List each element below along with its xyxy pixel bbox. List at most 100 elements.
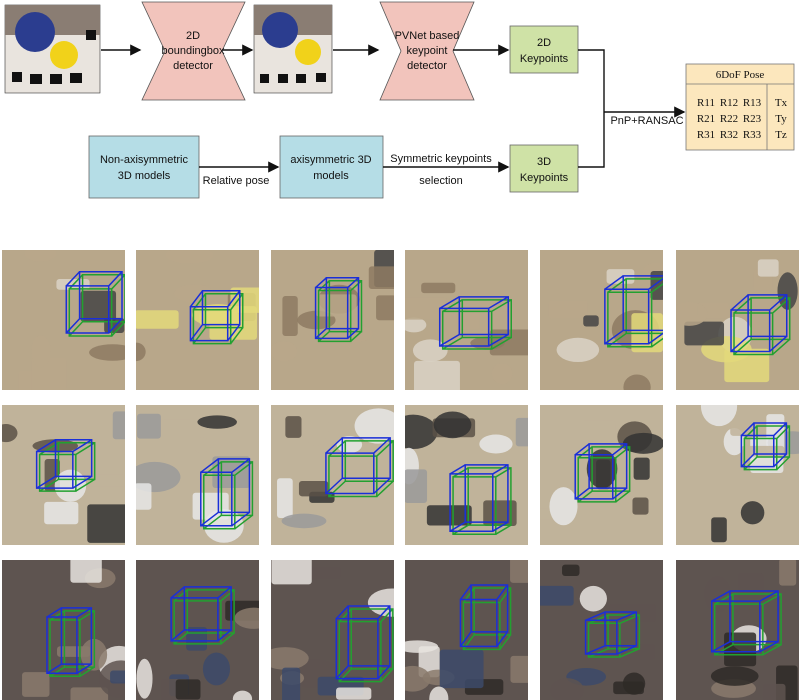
result-photo [676,560,799,700]
keypoints-2d-box [509,25,579,74]
result-photo [136,560,259,700]
photo-scene [540,560,663,700]
result-photo [676,250,799,390]
bounding-box-3d [710,590,779,653]
rotation-r32: R32 [720,129,738,141]
bounding-box-3d [733,297,791,356]
result-photo [136,250,259,390]
translation-tz: Tz [775,129,787,141]
rotation-r11: R11 [697,97,715,109]
bounding-box-3d [65,270,123,334]
photo-scene [136,250,259,390]
non-axisymmetric-label-1: Non-axisymmetric [100,154,189,166]
photo-scene [405,250,528,390]
rotation-r31: R31 [697,129,715,141]
photo-scene [136,560,259,700]
result-photo [271,560,394,700]
bounding-box-3d [314,277,360,340]
photo-scene [271,405,394,545]
bounding-box-3d [49,610,96,677]
bounding-box-3d [38,442,96,492]
result-photo [540,405,663,545]
bounding-box-3d [441,299,512,350]
bounding-box-3d [587,614,641,658]
bbox-detector-label-1: 2D [186,30,200,42]
axisymmetric-label-2: models [313,170,349,182]
translation-ty: Ty [775,113,787,125]
keypoint-detector-label-3: detector [407,60,447,72]
bounding-box-3d [68,273,125,337]
pose-title: 6DoF Pose [716,69,765,81]
result-photo [2,405,125,545]
bbox-detector-label-2: boundingbox [161,45,225,57]
result-photo [405,560,528,700]
relative-pose-label: Relative pose [203,175,270,187]
bounding-box-3d [743,425,791,471]
result-photo [405,405,528,545]
photo-scene [136,405,259,545]
bounding-box-3d [452,467,512,535]
bounding-box-3d [438,296,509,347]
bounding-box-3d [192,293,244,345]
keypoints-2d-label-1: 2D [537,37,551,49]
axisymmetric-models-box [279,135,384,199]
bounding-box-3d [574,443,628,500]
bounding-box-3d [335,605,391,680]
photo-scene [2,405,125,545]
photo-scene [405,560,528,700]
bounding-box-3d [459,584,509,648]
input-image [4,4,101,94]
result-photo [271,405,394,545]
keypoint-detector-label-2: keypoint [407,45,448,57]
bounding-box-3d [170,586,232,642]
photo-scene [540,250,663,390]
result-photo [2,560,125,700]
rotation-r12: R12 [720,97,738,109]
non-axisymmetric-models-box [88,135,200,199]
keypoints-3d-box [509,144,579,193]
bounding-box-3d [338,608,394,683]
photo-scene [676,405,799,545]
bounding-box-3d [35,439,93,489]
rotation-r13: R13 [743,97,762,109]
result-photo [676,405,799,545]
photo-scene [271,560,394,700]
photo-scene [2,560,125,700]
keypoint-detector-label-1: PVNet based [395,30,460,42]
keypoint-detector-shape [379,1,475,101]
result-photo [540,560,663,700]
connector-2d-to-pnp [578,49,605,115]
result-photo [540,250,663,390]
bounding-box-3d [713,593,782,656]
pnp-ransac-label: PnP+RANSAC [610,115,683,127]
bounding-box-3d [328,440,394,498]
bbox-detector-label-3: detector [173,60,213,72]
symmetric-selection-label-2: selection [419,175,462,187]
photo-scene [540,405,663,545]
keypoints-3d-label-1: 3D [537,156,551,168]
bounding-box-3d [607,278,663,348]
bounding-box-3d [462,587,512,651]
bounding-box-3d [189,290,241,342]
result-photo [271,250,394,390]
photo-scene [2,250,125,390]
bounding-box-3d [46,607,93,674]
photo-scene [676,560,799,700]
rotation-r21: R21 [697,113,715,125]
photo-scene [271,250,394,390]
axisymmetric-label-1: axisymmetric 3D [290,154,371,166]
bounding-box-3d [730,294,788,353]
bounding-box-3d [577,446,631,503]
bounding-box-3d [740,422,788,468]
bounding-box-3d [200,458,251,527]
cropped-image [253,4,333,94]
pipeline-diagram: 2D boundingbox detector PVNet based keyp… [4,1,795,199]
bounding-box-3d [325,437,391,495]
rotation-r33: R33 [743,129,762,141]
bounding-box-3d [584,611,638,655]
rotation-r22: R22 [720,113,738,125]
bounding-box-3d [604,275,663,345]
photo-scene [405,405,528,545]
bbox-detector-shape [141,1,246,101]
result-photo [136,405,259,545]
